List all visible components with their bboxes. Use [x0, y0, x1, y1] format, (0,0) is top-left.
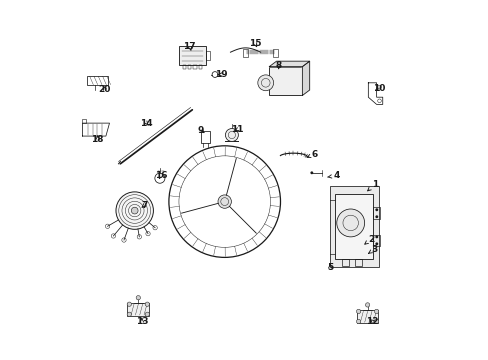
Circle shape [145, 302, 149, 306]
Text: 10: 10 [372, 84, 385, 93]
Circle shape [127, 302, 131, 306]
Text: 5: 5 [326, 263, 333, 271]
Text: 19: 19 [214, 70, 227, 79]
Circle shape [131, 207, 138, 214]
Text: 13: 13 [135, 317, 148, 325]
Bar [335, 194, 372, 259]
Bar [341, 259, 348, 266]
Bar [81, 119, 86, 123]
Circle shape [218, 195, 231, 208]
Bar [372, 207, 380, 219]
Text: 15: 15 [248, 40, 261, 49]
Bar [269, 67, 302, 95]
Bar [87, 76, 107, 85]
Text: 20: 20 [99, 85, 111, 94]
Circle shape [136, 296, 140, 300]
Bar [329, 186, 378, 267]
Polygon shape [302, 61, 309, 95]
Text: 17: 17 [183, 41, 196, 50]
Bar [205, 51, 210, 60]
Text: 2: 2 [364, 235, 374, 244]
Circle shape [375, 242, 377, 245]
Text: 9: 9 [197, 126, 203, 135]
Bar [243, 49, 247, 57]
Text: 11: 11 [230, 125, 243, 134]
Text: 4: 4 [327, 171, 339, 180]
Circle shape [116, 192, 153, 229]
Bar [354, 259, 362, 266]
Circle shape [336, 209, 364, 237]
Circle shape [374, 309, 378, 314]
Text: 7: 7 [141, 201, 147, 210]
Bar [179, 46, 205, 65]
Circle shape [375, 215, 377, 218]
Text: 18: 18 [91, 135, 103, 144]
Circle shape [356, 309, 360, 314]
Circle shape [225, 129, 238, 141]
Bar [193, 65, 196, 69]
Text: 16: 16 [154, 171, 167, 180]
Text: 12: 12 [366, 317, 378, 325]
Polygon shape [269, 61, 309, 67]
Circle shape [310, 171, 313, 174]
Text: 1: 1 [367, 180, 377, 191]
Circle shape [374, 319, 378, 324]
Circle shape [365, 303, 369, 307]
Text: 3: 3 [368, 245, 377, 253]
Bar [127, 303, 149, 316]
Bar [273, 49, 278, 57]
Bar [199, 65, 202, 69]
Circle shape [375, 235, 377, 238]
Circle shape [257, 75, 273, 91]
Circle shape [356, 319, 360, 324]
Bar [372, 235, 380, 246]
Bar [187, 65, 191, 69]
Bar [182, 65, 185, 69]
Bar [356, 310, 378, 323]
Circle shape [127, 312, 131, 316]
Circle shape [375, 208, 377, 211]
Circle shape [145, 312, 149, 316]
Text: 14: 14 [140, 118, 153, 127]
Bar [201, 131, 209, 143]
Text: 6: 6 [307, 150, 317, 158]
Text: 8: 8 [275, 61, 281, 70]
